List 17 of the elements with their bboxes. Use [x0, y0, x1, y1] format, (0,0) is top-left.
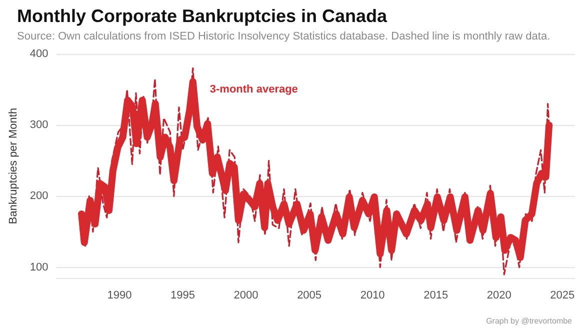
x-tick-label: 1995: [170, 290, 196, 302]
chart-title: Monthly Corporate Bankruptcies in Canada: [17, 6, 388, 26]
x-tick-label: 2025: [550, 290, 575, 302]
y-tick-label: 300: [30, 119, 48, 132]
series-label: 3-month average: [210, 84, 298, 96]
x-tick-label: 2005: [297, 290, 322, 302]
y-axis-title: Bankruptcies per Month: [8, 108, 20, 224]
y-tick-label: 400: [30, 48, 48, 60]
x-tick-label: 2000: [234, 290, 258, 302]
x-tick-label: 2010: [360, 290, 385, 302]
chart-subtitle: Source: Own calculations from ISED Historic Insolvency Statistics database. Dashed line is monthly raw data.: [17, 30, 550, 42]
text: Graph by @trevortombe: [486, 316, 573, 326]
x-tick-label: 2015: [424, 290, 448, 302]
y-tick-label: 200: [30, 190, 48, 202]
x-tick-label: 1990: [107, 290, 132, 302]
y-tick-label: 100: [30, 261, 48, 274]
x-tick-label: 2020: [486, 290, 512, 302]
